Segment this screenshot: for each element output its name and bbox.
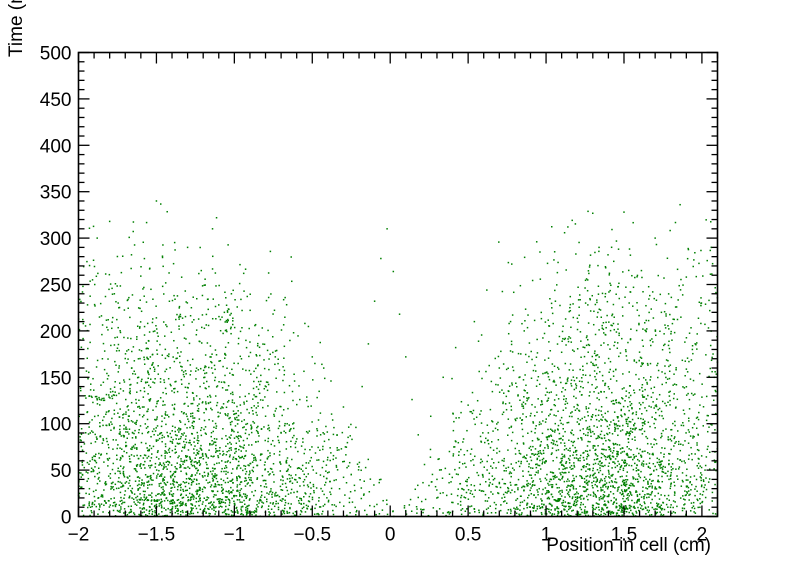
y-tick-label: 350: [40, 183, 72, 204]
y-tick-label: 450: [40, 90, 72, 111]
x-tick-label: 1: [541, 525, 552, 546]
y-tick-label: 150: [40, 368, 72, 389]
y-tick-label: 300: [40, 229, 72, 250]
y-axis-title: Time (ns): [6, 0, 27, 57]
x-tick-label: 1.5: [611, 525, 637, 546]
x-tick-label: −2: [68, 525, 90, 546]
x-tick-label: −0.5: [294, 525, 332, 546]
x-tick-label: −1: [224, 525, 246, 546]
x-tick-label: −1.5: [138, 525, 176, 546]
x-tick-label: 0.5: [455, 525, 481, 546]
y-tick-label: 100: [40, 415, 72, 436]
y-tick-label: 400: [40, 136, 72, 157]
x-tick-label: 2: [697, 525, 708, 546]
axis-ticks-layer: [77, 51, 719, 518]
x-tick-label: 0: [385, 525, 396, 546]
y-tick-label: 500: [40, 44, 72, 65]
axis-tick-labels-layer: −2 −1.5 −1 −0.5 0 0.5 1 1.5 2 0 50 100 150 200 250 300 3…: [40, 44, 707, 546]
y-tick-label: 250: [40, 276, 72, 297]
y-tick-label: 50: [50, 461, 71, 482]
data-points-layer: [77, 200, 719, 518]
y-tick-label: 0: [61, 508, 72, 529]
y-tick-label: 200: [40, 322, 72, 343]
x-axis-title: Position in cell (cm): [546, 535, 711, 556]
